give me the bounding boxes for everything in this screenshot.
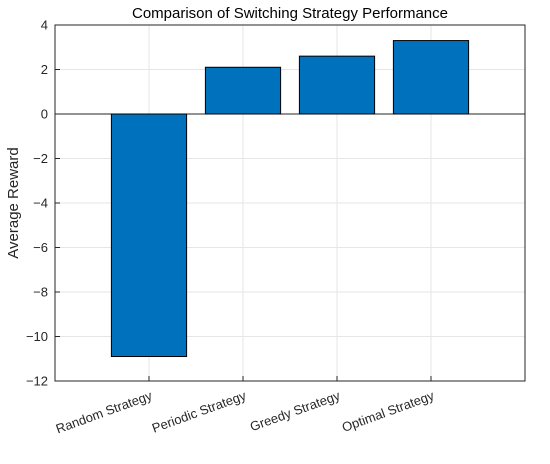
y-tick-label: 2 [41,62,48,77]
y-tick-label: −6 [33,240,48,255]
y-tick-label: −2 [33,151,48,166]
chart-title: Comparison of Switching Strategy Perform… [132,5,448,22]
x-tick-label: Greedy Strategy [248,388,343,435]
y-tick-label: 4 [41,18,48,33]
ticks [55,24,432,382]
x-tick-label: Optimal Strategy [340,388,437,435]
y-tick-label: −8 [33,285,48,300]
y-tick-label: −4 [33,196,48,211]
y-tick-label: 0 [41,107,48,122]
x-tick-label: Periodic Strategy [150,388,249,436]
bars [110,40,470,358]
bar [110,113,188,358]
y-tick-label: −10 [26,329,48,344]
bar [392,40,470,115]
x-tick-label: Random Strategy [54,388,155,437]
bar [204,66,282,115]
y-tick-label: −12 [26,374,48,389]
bar [298,55,376,115]
y-tick-labels: −12 −10 −8 −6 −4 −2 0 2 4 [26,18,48,389]
y-axis-label: Average Reward [5,147,22,258]
